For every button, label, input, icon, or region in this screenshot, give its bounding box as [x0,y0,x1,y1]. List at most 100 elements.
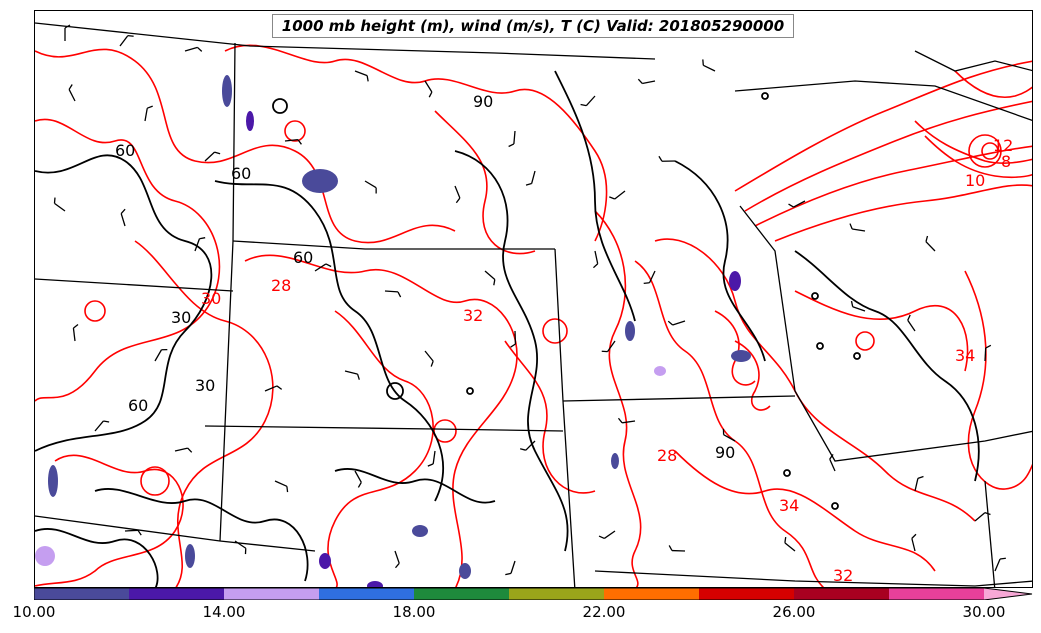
wind-barb [643,270,656,285]
temperature-contour [774,184,1032,242]
wind-barb [284,138,302,145]
temperature-contour [964,270,1032,490]
temperature-contour-label: 32 [463,306,483,325]
wind-barb [609,190,626,200]
colorbar-tick-label: 10.00 [12,603,56,621]
wind-barb [364,180,377,194]
colorbar-segment [699,588,794,600]
wind-barb [354,470,362,488]
wind-barb [925,235,936,252]
height-contour-label: 90 [473,92,493,111]
shaded-field [35,75,751,587]
wind-barb [94,420,110,432]
temperature-contour [734,340,771,411]
shaded-cell [319,553,331,569]
temperature-contour-label: 34 [955,346,975,365]
shaded-cell [185,544,195,568]
colorbar-outline [34,588,1033,600]
temperature-contour-label: 28 [271,276,291,295]
height-contour-label: 90 [715,443,735,462]
wind-barb [668,545,686,552]
temperature-contour [744,100,1032,212]
wind-barb [525,170,536,186]
height-contour [761,92,769,100]
wind-barb [124,529,142,536]
wind-barb [174,447,193,453]
temperature-contour-label: 28 [657,446,677,465]
boundary-line [562,395,796,402]
wind-barb [829,453,836,472]
wind-barb [505,560,516,576]
wind-barb [119,34,134,47]
wind-barb [907,314,916,332]
wind-barb [264,385,283,392]
shaded-cell [625,321,635,341]
temperature-contour [914,120,1032,164]
shaded-cell [222,75,232,107]
height-contour [811,292,819,300]
temperature-contour-label: 32 [833,566,853,585]
map-panel: 90 60 60 60 30 30 60 90 30 28 32 28 34 3… [34,10,1033,588]
wind-barb [274,480,289,493]
temperature-contour [634,260,825,587]
temperature-contour [794,290,969,372]
wind-barb [424,350,434,367]
colorbar-tick-label: 22.00 [582,603,626,621]
wind-barb [637,78,656,85]
wind-barb [354,70,369,82]
temperature-contour [35,118,221,402]
temperature-contour [35,454,184,587]
temperature-contour [327,310,434,587]
temperature-contour [35,48,456,244]
temperature-contour [734,60,1032,192]
height-contour [466,387,474,395]
boundary-line [554,248,576,587]
height-contour [214,180,444,502]
shaded-cell [35,546,55,566]
height-contour-label: 60 [231,164,251,183]
wind-barb [68,84,76,102]
wind-barb [484,270,496,286]
boundary-line [35,278,234,292]
temperature-contour-label: 8 [1001,152,1011,171]
wind-barb [394,550,400,569]
shaded-cell [731,350,751,362]
wind-barb [984,344,992,362]
wind-barb [344,370,360,380]
temperature-contour [84,300,106,322]
temperature-contour [140,466,170,496]
temperature-contour [855,331,875,351]
temperature-contour [504,340,596,494]
height-contour [454,150,569,552]
boundary-line [219,42,236,542]
temperature-contour [542,318,568,344]
wind-barb [184,46,203,52]
wind-barb [580,95,596,107]
weather-map: 90 60 60 60 30 30 60 90 30 28 32 28 34 3… [35,22,1032,587]
wind-barb [601,340,616,353]
wind-barb [849,223,866,232]
wind-barb [424,80,433,98]
height-contour [794,250,980,482]
shaded-cell [459,563,471,579]
height-contour [816,342,824,350]
wind-barb [994,557,1006,572]
wind-barb [598,530,616,540]
map-title: 1000 mb height (m), wind (m/s), T (C) Va… [272,14,794,38]
wind-barbs [53,24,1006,576]
colorbar-tick-label: 18.00 [392,603,436,621]
shaded-cell [48,465,58,497]
colorbar-segment [414,588,509,600]
wind-barb [914,475,924,492]
temperature-contour [654,238,976,522]
temperature-contour [968,134,1002,168]
wind-barb [784,536,796,552]
wind-barb [911,533,917,552]
height-contour-label: 60 [115,141,135,160]
temperature-contour-label: 10 [965,171,985,190]
wind-barb [384,290,402,298]
height-contour-label: 30 [171,308,191,327]
wind-barb [144,105,153,122]
colorbar-segment [604,588,699,600]
temperature-contour [674,450,936,572]
